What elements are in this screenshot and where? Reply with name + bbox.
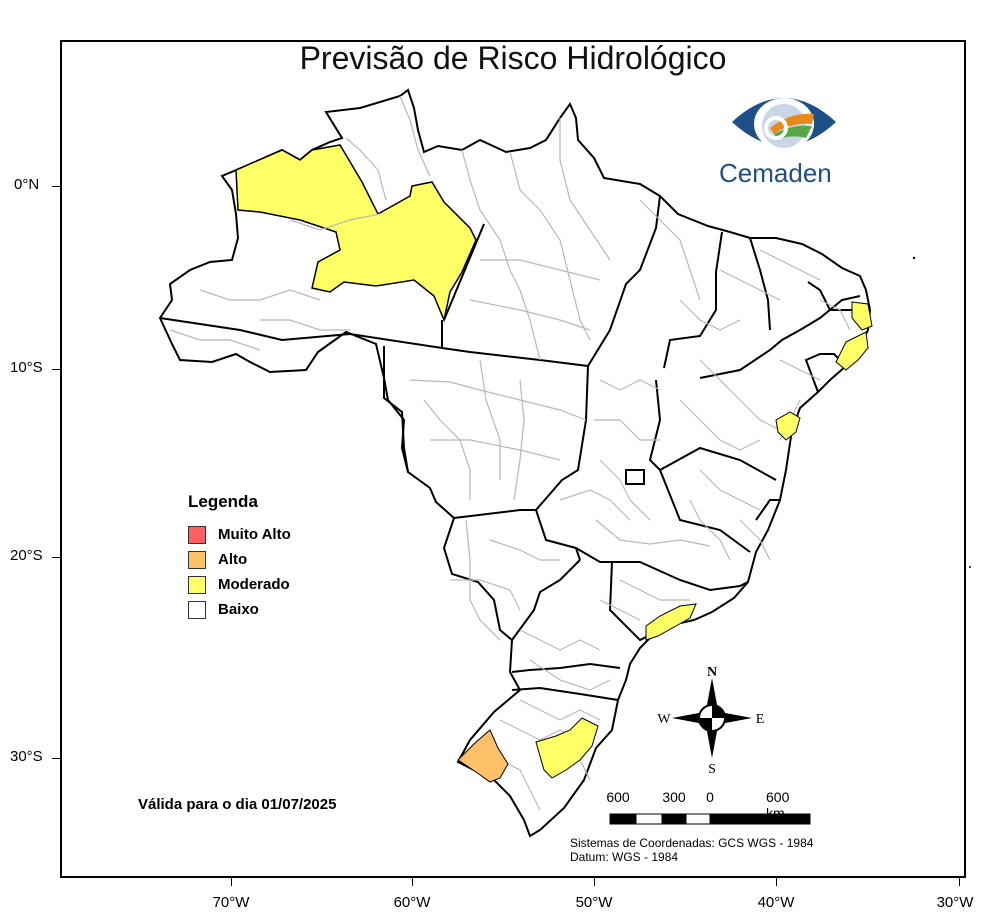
legend-swatch-alto <box>188 550 206 569</box>
lat-tick <box>52 186 60 187</box>
lon-label: 30°W <box>936 894 974 911</box>
legend-item: Moderado <box>188 572 291 597</box>
coord-line: Sistemas de Coordenadas: GCS WGS - 1984 <box>570 836 814 850</box>
compass-rose <box>672 678 752 758</box>
scale-labels: 600 300 0 600 km <box>600 789 820 821</box>
coordinate-system-note: Sistemas de Coordenadas: GCS WGS - 1984 … <box>570 836 813 864</box>
island-dot <box>912 256 916 260</box>
compass-n: N <box>707 665 717 680</box>
legend-item: Alto <box>188 547 291 572</box>
compass-w: W <box>657 712 671 727</box>
lon-tick <box>594 878 595 886</box>
moderado-region-rn <box>851 301 873 331</box>
moderado-region-pe <box>835 331 869 371</box>
legend-swatch-muito-alto <box>188 525 206 544</box>
lon-tick <box>776 878 777 886</box>
df-outline <box>625 469 645 485</box>
scale-label: 600 <box>606 789 630 805</box>
logo-text: Cemaden <box>719 158 832 188</box>
legend: Legenda Muito Alto Alto Moderado Baixo <box>188 492 291 622</box>
legend-item: Muito Alto <box>188 522 291 547</box>
lon-tick <box>412 878 413 886</box>
moderado-region-rs <box>535 717 599 779</box>
moderado-region-sp <box>645 603 697 641</box>
lat-label: 20°S <box>10 547 43 564</box>
compass-e: E <box>756 712 765 727</box>
map-frame <box>60 40 966 878</box>
legend-swatch-moderado <box>188 575 206 594</box>
legend-swatch-baixo <box>188 600 206 619</box>
legend-title: Legenda <box>188 492 258 511</box>
legend-item: Baixo <box>188 597 291 622</box>
scale-label: 600 km <box>766 789 790 821</box>
scale-label: 300 <box>662 789 686 805</box>
lat-tick <box>52 758 60 759</box>
scale-label: 0 <box>706 789 714 805</box>
island-dot <box>969 566 971 568</box>
map-title: Previsão de Risco Hidrológico <box>299 40 727 76</box>
scale-bar <box>609 813 811 825</box>
lat-tick <box>52 557 60 558</box>
valid-date-text: Válida para o dia 01/07/2025 <box>138 796 337 813</box>
lon-label: 60°W <box>393 894 431 911</box>
moderado-region-amazonas <box>235 144 477 323</box>
moderado-region-ba <box>775 411 801 441</box>
legend-label: Alto <box>218 551 248 568</box>
lon-tick <box>959 878 960 886</box>
coord-line: Datum: WGS - 1984 <box>570 850 679 864</box>
alto-region-rs <box>457 729 509 783</box>
lon-tick <box>231 878 232 886</box>
lat-label: 30°S <box>10 748 43 765</box>
legend-label: Muito Alto <box>218 526 291 543</box>
lon-label: 40°W <box>757 894 795 911</box>
legend-label: Baixo <box>218 601 259 618</box>
lat-tick <box>52 369 60 370</box>
compass-s: S <box>708 762 716 777</box>
lat-label: 0°N <box>14 176 40 193</box>
lat-label: 10°S <box>10 359 43 376</box>
lon-label: 70°W <box>212 894 250 911</box>
cemaden-logo-icon <box>732 98 836 150</box>
lon-label: 50°W <box>575 894 613 911</box>
legend-label: Moderado <box>218 576 290 593</box>
